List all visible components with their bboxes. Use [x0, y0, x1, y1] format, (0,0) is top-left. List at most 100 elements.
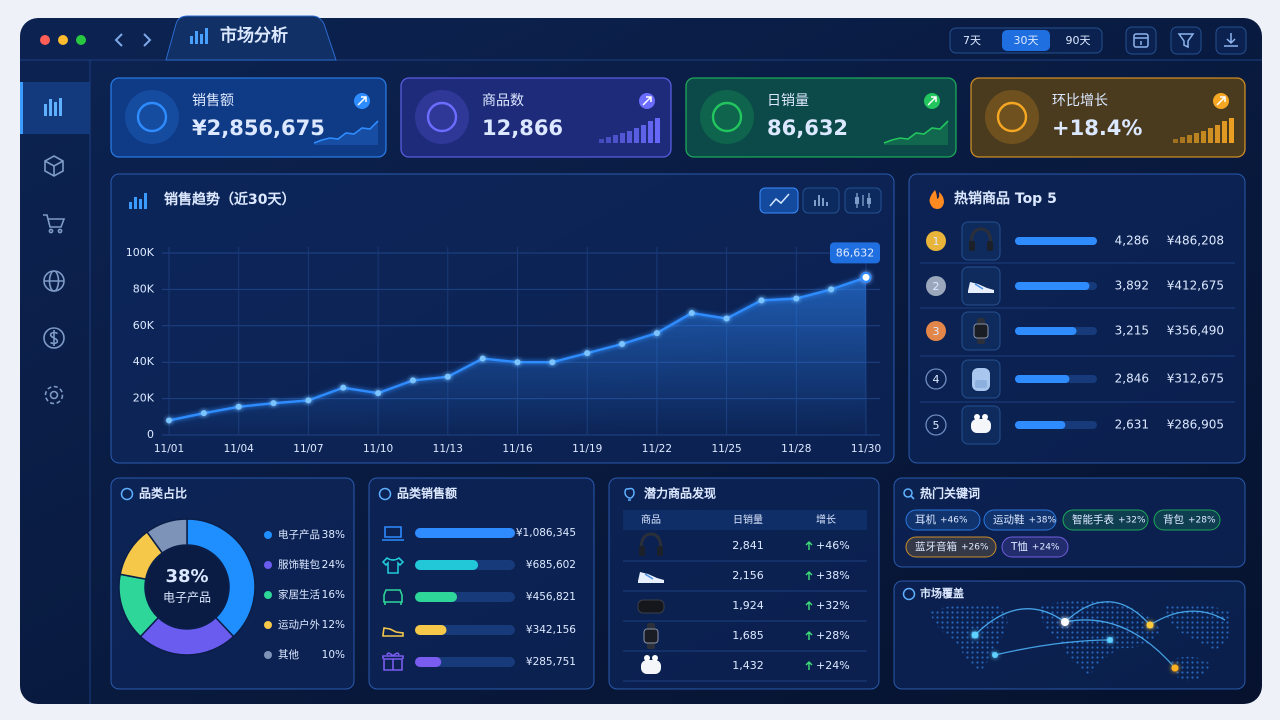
- kpi-card: 日销量 86,632: [685, 77, 957, 158]
- kpi-card-bg: [400, 77, 672, 158]
- flame-icon: [929, 190, 944, 209]
- up-arrow: [805, 541, 813, 550]
- up-arrow: [805, 631, 813, 640]
- donut-center-value: 38%: [165, 566, 208, 587]
- kpi-card: 商品数 12,866: [400, 77, 672, 158]
- keyword-tag[interactable]: T恤 +24%: [1001, 536, 1069, 558]
- sidebar-globe[interactable]: [43, 270, 65, 292]
- world-map: [930, 600, 1231, 682]
- legend-label: 电子产品: [278, 528, 320, 541]
- trend-point: [619, 341, 626, 347]
- filter-button[interactable]: [1170, 26, 1202, 55]
- kpi-label: 商品数: [482, 93, 524, 109]
- chart-line-toggle[interactable]: [759, 187, 799, 214]
- trend-point: [200, 410, 207, 417]
- chart-bar-toggle[interactable]: [802, 187, 840, 214]
- nav-back[interactable]: [114, 33, 123, 47]
- bar: [415, 560, 479, 570]
- column-header: 日销量: [733, 513, 763, 526]
- share-icon: [120, 487, 134, 501]
- window-minimize[interactable]: [58, 35, 68, 45]
- bulb-icon: [624, 487, 635, 501]
- kpi-spark-bar: [1194, 133, 1199, 143]
- legend-label: 服饰鞋包: [278, 558, 320, 571]
- x-tick-label: 11/28: [781, 443, 811, 455]
- kpi-icon-core: [711, 101, 743, 133]
- legend-value: 10%: [322, 649, 345, 661]
- sidebar-analytics[interactable]: [44, 98, 62, 116]
- x-tick-label: 11/01: [154, 443, 184, 455]
- up-arrow: [805, 661, 813, 670]
- sidebar-products[interactable]: [44, 155, 64, 177]
- tag-bg: [905, 536, 997, 558]
- y-tick-label: 60K: [133, 319, 155, 332]
- kpi-spark-bar: [1180, 137, 1185, 143]
- icon-part: [969, 227, 993, 246]
- growth: +28%: [816, 629, 850, 642]
- keyword-tag[interactable]: 智能手表 +32%: [1062, 509, 1149, 531]
- keyword-tag[interactable]: 背包 +28%: [1153, 509, 1221, 531]
- kpi-badge-arrow: [642, 96, 652, 106]
- trend-point: [549, 359, 556, 366]
- sidebar-finance[interactable]: [43, 327, 65, 349]
- trend-title: 销售趋势（近30天）: [164, 191, 295, 208]
- chart-candle-toggle[interactable]: [844, 187, 882, 214]
- kpi-icon-core: [426, 101, 458, 133]
- icon-part: [987, 241, 993, 251]
- kpi-icon-circle: [985, 90, 1039, 144]
- icon-part: [639, 532, 663, 551]
- legend-value: 38%: [322, 529, 345, 541]
- category-icon: [382, 627, 404, 637]
- sidebar-cart[interactable]: [43, 214, 66, 234]
- sidebar-settings[interactable]: [44, 385, 64, 405]
- revenue: ¥356,490: [1167, 324, 1224, 338]
- keyword-tag[interactable]: 蓝牙音箱 +26%: [905, 536, 997, 558]
- active-tab[interactable]: [165, 15, 337, 61]
- bar: [1015, 327, 1077, 335]
- window-close[interactable]: [40, 35, 50, 45]
- tag-name: 蓝牙音箱: [915, 540, 957, 553]
- revenue: ¥412,675: [1167, 279, 1224, 293]
- icon-part: [975, 380, 987, 388]
- bar: [415, 625, 447, 635]
- rank: 2: [933, 280, 940, 293]
- growth: +46%: [816, 539, 850, 552]
- download-button[interactable]: [1215, 26, 1247, 55]
- icon-part: [643, 628, 659, 644]
- legend-dot: [264, 651, 272, 659]
- potential-panel: [608, 477, 880, 690]
- x-tick-label: 11/19: [572, 443, 602, 455]
- category-sales-value: ¥1,086,345: [516, 527, 576, 539]
- rank: 3: [933, 325, 940, 338]
- rank-badge: [926, 276, 946, 296]
- icon-part: [971, 419, 991, 433]
- category-sales-title: 品类销售额: [397, 486, 457, 501]
- icon-part: [644, 655, 650, 661]
- keyword-tag[interactable]: 耳机 +46%: [905, 509, 981, 531]
- hot-title: 热销商品 Top 5: [954, 190, 1057, 207]
- tag-growth: +38%: [1029, 516, 1057, 526]
- keyword-tag[interactable]: 运动鞋 +38%: [983, 509, 1057, 531]
- bar: [1015, 237, 1097, 245]
- category-sales-value: ¥685,602: [526, 559, 576, 571]
- sales-count: 3,892: [1115, 279, 1149, 293]
- daily-sales: 1,685: [732, 629, 764, 642]
- bar: [1015, 421, 1066, 429]
- kpi-value: 86,632: [767, 116, 848, 140]
- nav-forward[interactable]: [143, 33, 152, 47]
- revenue: ¥312,675: [1167, 372, 1224, 386]
- calendar-button[interactable]: [1125, 26, 1157, 55]
- window-maximize[interactable]: [76, 35, 86, 45]
- product-image: [973, 318, 989, 344]
- legend-dot: [264, 591, 272, 599]
- y-tick-label: 0: [147, 428, 154, 441]
- legend-value: 24%: [322, 559, 345, 571]
- range-button[interactable]: 30天: [1002, 30, 1050, 51]
- kpi-spark-bar: [1215, 125, 1220, 143]
- range-button[interactable]: 90天: [1066, 34, 1091, 47]
- kpi-label: 环比增长: [1052, 93, 1108, 109]
- range-button[interactable]: 7天: [963, 34, 981, 47]
- tag-bg: [1153, 509, 1221, 531]
- sales-count: 3,215: [1115, 324, 1149, 338]
- rank-badge: [926, 321, 946, 341]
